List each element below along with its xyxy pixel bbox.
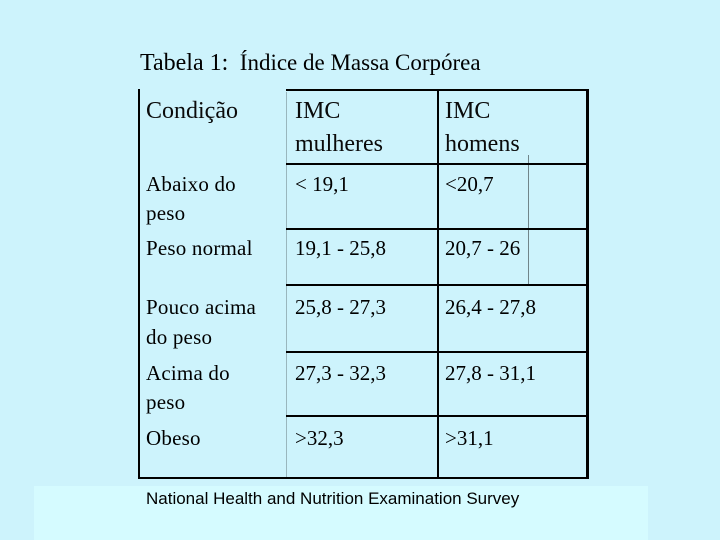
row-divider-5 <box>286 415 589 417</box>
header-imc-homens-line2: homens <box>445 131 520 157</box>
row3-homens: 26,4 - 27,8 <box>445 295 536 319</box>
header-condicao: Condição <box>146 98 238 124</box>
row2-mulheres: 19,1 - 25,8 <box>295 236 386 260</box>
inner-mark <box>528 155 529 285</box>
header-imc-mulheres-line1: IMC <box>295 98 341 124</box>
source-note: National Health and Nutrition Examinatio… <box>146 489 520 508</box>
footer-band <box>34 486 648 540</box>
row1-mulheres: < 19,1 <box>295 172 349 196</box>
row5-homens: >31,1 <box>445 426 494 450</box>
row3-condicao-line1: Pouco acima <box>146 295 257 319</box>
row1-homens: <20,7 <box>445 172 494 196</box>
row4-mulheres: 27,3 - 32,3 <box>295 361 386 385</box>
row4-homens: 27,8 - 31,1 <box>445 361 536 385</box>
row1-condicao-line2: peso <box>146 201 186 225</box>
row5-mulheres: >32,3 <box>295 426 344 450</box>
row3-mulheres: 25,8 - 27,3 <box>295 295 386 319</box>
header-imc-homens-line1: IMC <box>445 98 491 124</box>
imc-table: Condição IMC mulheres IMC homens Abaixo … <box>138 89 589 479</box>
row1-condicao-line1: Abaixo do <box>146 172 236 196</box>
row-divider-3 <box>286 284 589 286</box>
row5-condicao-line1: Obeso <box>146 426 201 450</box>
header-underline <box>286 163 589 165</box>
row-divider-4 <box>286 351 589 353</box>
row4-condicao-line1: Acima do <box>146 361 230 385</box>
table-title-lead: Tabela 1: <box>140 50 229 76</box>
row2-condicao-line1: Peso normal <box>146 236 253 260</box>
header-imc-mulheres-line2: mulheres <box>295 131 383 157</box>
table-top-border <box>286 89 589 91</box>
table-title-text: Índice de Massa Corpórea <box>239 50 481 75</box>
row3-condicao-line2: do peso <box>146 325 213 349</box>
row2-homens: 20,7 - 26 <box>445 236 521 260</box>
table-bottom-border <box>138 477 589 479</box>
row-divider-2 <box>286 228 589 230</box>
row4-condicao-line2: peso <box>146 390 186 414</box>
table-title: Tabela 1: Índice de Massa Corpórea <box>140 50 481 77</box>
table-left-border <box>138 89 140 479</box>
